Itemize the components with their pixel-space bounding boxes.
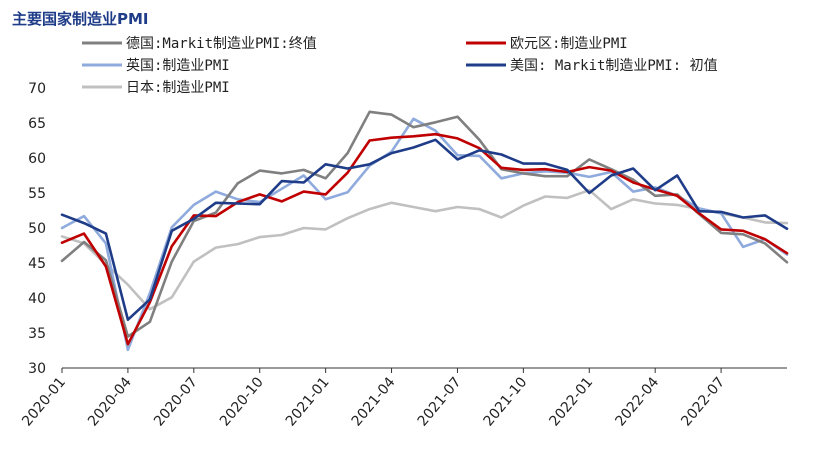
series-line	[60, 188, 789, 311]
chart-series-lines	[60, 110, 789, 352]
series-line	[60, 110, 789, 338]
x-tick-label: 2020-04	[85, 374, 135, 429]
x-tick-label: 2021-07	[415, 374, 465, 429]
x-tick-label: 2020-01	[19, 374, 69, 429]
x-tick-label: 2022-04	[612, 374, 662, 429]
x-tick-label: 2022-07	[678, 374, 728, 429]
series-line	[60, 138, 789, 322]
x-tick-label: 2021-01	[283, 374, 333, 429]
y-tick-label: 30	[28, 361, 46, 377]
y-tick-label: 50	[28, 221, 46, 237]
legend-label: 德国:Markit制造业PMI:终值	[126, 36, 317, 52]
y-tick-label: 35	[28, 326, 46, 342]
y-tick-label: 70	[28, 81, 46, 97]
x-tick-label: 2021-04	[349, 374, 399, 429]
chart-legend: 德国:Markit制造业PMI:终值 欧元区:制造业PMI 英国:制造业PMI 美国:…	[82, 36, 718, 96]
x-tick-label: 2020-10	[217, 374, 267, 429]
legend-label: 英国:制造业PMI	[126, 57, 230, 74]
y-tick-label: 65	[28, 116, 46, 132]
x-tick-label: 2022-01	[546, 374, 596, 429]
legend-label: 日本:制造业PMI	[126, 80, 230, 96]
y-tick-label: 45	[28, 256, 46, 272]
x-tick-label: 2020-07	[151, 374, 201, 429]
y-tick-label: 60	[28, 151, 46, 167]
series-line	[60, 132, 789, 346]
legend-label: 欧元区:制造业PMI	[510, 36, 628, 52]
chart-title: 主要国家制造业PMI	[12, 10, 149, 28]
y-tick-label: 55	[28, 186, 46, 202]
x-tick-label: 2021-10	[481, 374, 531, 429]
y-tick-label: 40	[28, 291, 46, 307]
legend-label: 美国: Markit制造业PMI: 初值	[510, 57, 718, 74]
